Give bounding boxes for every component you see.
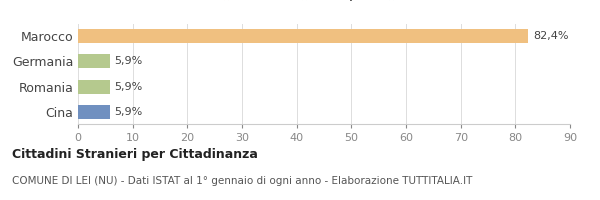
Text: 5,9%: 5,9% [115,56,143,66]
Text: 5,9%: 5,9% [115,82,143,92]
Text: Cittadini Stranieri per Cittadinanza: Cittadini Stranieri per Cittadinanza [12,148,258,161]
Bar [78,80,110,94]
Text: COMUNE DI LEI (NU) - Dati ISTAT al 1° gennaio di ogni anno - Elaborazione TUTTIT: COMUNE DI LEI (NU) - Dati ISTAT al 1° ge… [12,176,472,186]
Text: 82,4%: 82,4% [533,31,568,41]
Legend: Africa, Europa, Asia: Africa, Europa, Asia [209,0,439,6]
Bar [78,105,110,119]
Bar [78,54,110,68]
Bar [78,29,529,43]
Text: 5,9%: 5,9% [115,107,143,117]
